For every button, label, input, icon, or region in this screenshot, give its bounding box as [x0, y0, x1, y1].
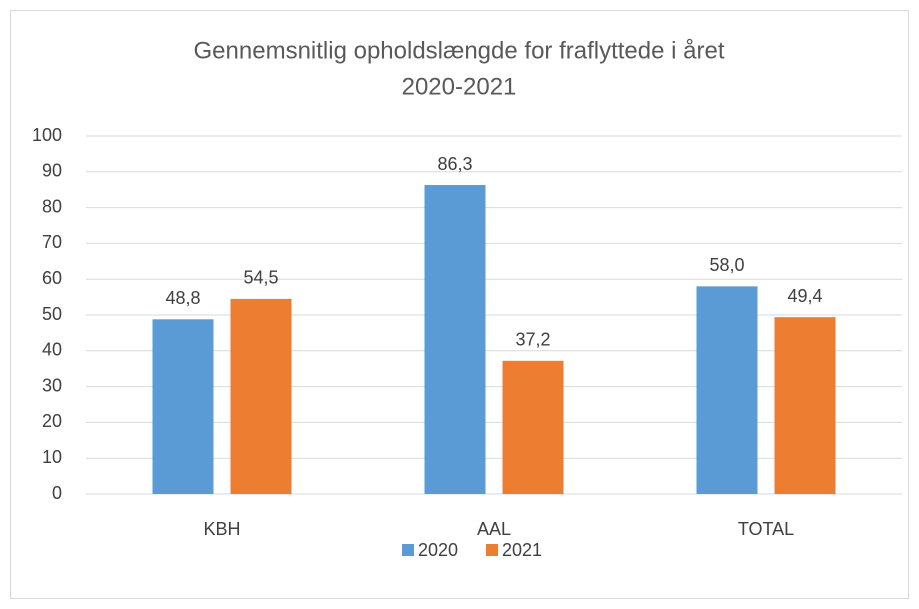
y-tick-label: 50 — [42, 304, 62, 324]
chart-title: 2020-2021 — [402, 73, 517, 100]
bar — [502, 360, 564, 494]
y-tick-label: 60 — [42, 268, 62, 288]
data-label: 37,2 — [515, 330, 550, 350]
bar — [696, 286, 758, 494]
y-tick-label: 10 — [42, 447, 62, 467]
data-label: 54,5 — [243, 268, 278, 288]
y-tick-label: 0 — [52, 483, 62, 503]
x-tick-label: AAL — [477, 519, 511, 539]
data-label: 58,0 — [709, 255, 744, 275]
data-label: 86,3 — [437, 154, 472, 174]
y-tick-label: 40 — [42, 340, 62, 360]
chart-title: Gennemsnitlig opholdslængde for fraflytt… — [194, 37, 725, 64]
legend-label: 2021 — [502, 540, 542, 560]
legend-label: 2020 — [418, 540, 458, 560]
data-label: 48,8 — [165, 288, 200, 308]
bar — [230, 298, 292, 494]
x-tick-label: TOTAL — [738, 519, 794, 539]
y-tick-label: 30 — [42, 375, 62, 395]
bar — [152, 319, 214, 494]
y-tick-label: 80 — [42, 196, 62, 216]
bar — [424, 185, 486, 494]
legend-swatch — [486, 544, 498, 556]
y-tick-label: 90 — [42, 161, 62, 181]
y-tick-label: 20 — [42, 411, 62, 431]
bar — [774, 317, 836, 494]
y-tick-label: 70 — [42, 232, 62, 252]
legend-swatch — [402, 544, 414, 556]
x-tick-label: KBH — [203, 519, 240, 539]
data-label: 49,4 — [787, 286, 822, 306]
y-tick-label: 100 — [32, 125, 62, 145]
